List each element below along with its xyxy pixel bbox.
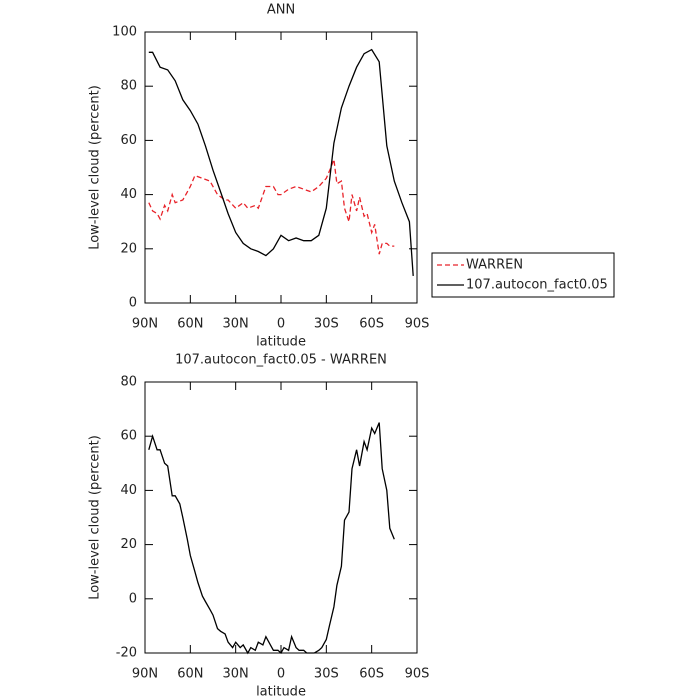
y-tick-label: 60 xyxy=(120,429,137,444)
x-axis-label: latitude xyxy=(256,685,306,700)
x-tick-label: 30S xyxy=(314,667,339,682)
x-tick-label: 90S xyxy=(405,667,430,682)
y-tick-label: 60 xyxy=(120,133,137,148)
y-tick-label: 80 xyxy=(120,375,137,390)
y-tick-label: 40 xyxy=(120,483,137,498)
plot-frame xyxy=(144,31,418,304)
legend-label: WARREN xyxy=(466,258,523,273)
data-line xyxy=(148,48,414,276)
legend-label: 107.autocon_fact0.05 xyxy=(466,278,608,293)
data-line xyxy=(148,159,395,255)
x-tick-label: 90N xyxy=(132,667,158,682)
x-tick-label: 60S xyxy=(359,317,384,332)
y-tick-label: 20 xyxy=(120,537,137,552)
y-tick-label: -20 xyxy=(116,646,137,661)
data-line xyxy=(148,422,395,655)
legend-box xyxy=(431,252,615,298)
y-axis-label: Low-level cloud (percent) xyxy=(88,85,103,250)
x-tick-label: 60N xyxy=(177,667,203,682)
x-tick-label: 30N xyxy=(223,667,249,682)
y-axis-label: Low-level cloud (percent) xyxy=(88,435,103,600)
chart-title: 107.autocon_fact0.05 - WARREN xyxy=(175,353,387,368)
chart-title: ANN xyxy=(267,3,295,18)
y-tick-label: 80 xyxy=(120,79,137,94)
plot-frame xyxy=(144,381,418,654)
x-tick-label: 60N xyxy=(177,317,203,332)
y-tick-label: 0 xyxy=(129,591,137,606)
y-tick-label: 20 xyxy=(120,241,137,256)
y-tick-label: 100 xyxy=(112,25,137,40)
x-tick-label: 30S xyxy=(314,317,339,332)
x-tick-label: 30N xyxy=(223,317,249,332)
y-tick-label: 40 xyxy=(120,187,137,202)
y-tick-label: 0 xyxy=(129,296,137,311)
x-tick-label: 0 xyxy=(277,667,285,682)
x-tick-label: 0 xyxy=(277,317,285,332)
x-tick-label: 60S xyxy=(359,667,384,682)
x-axis-label: latitude xyxy=(256,335,306,350)
x-tick-label: 90N xyxy=(132,317,158,332)
x-tick-label: 90S xyxy=(405,317,430,332)
